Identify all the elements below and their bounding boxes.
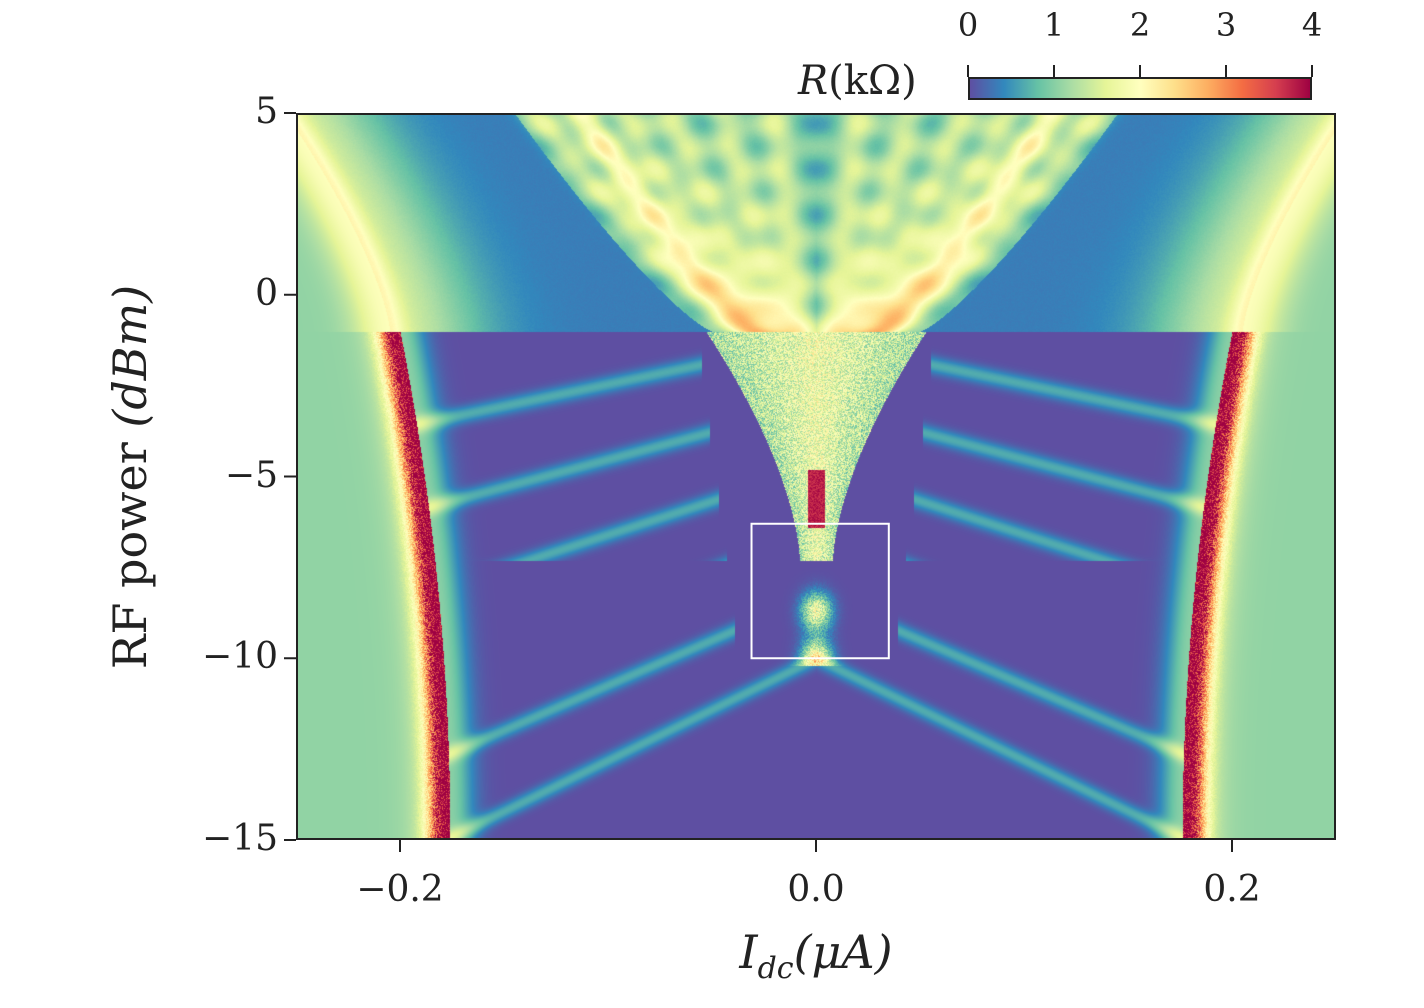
y-axis-label: RF power (dBm) bbox=[103, 285, 157, 669]
y-axis-label-main: RF power bbox=[103, 442, 157, 670]
x-axis-label-main: I bbox=[739, 925, 758, 979]
x-axis-label-sub: dc bbox=[757, 951, 794, 987]
x-tick-label: 0.2 bbox=[1203, 869, 1261, 910]
colorbar-tick-label: 0 bbox=[957, 6, 979, 44]
y-tick-label: 5 bbox=[255, 91, 278, 132]
colorbar-tick-label: 2 bbox=[1129, 6, 1151, 44]
colorbar-tick-label: 1 bbox=[1043, 6, 1065, 44]
colorbar bbox=[968, 77, 1312, 100]
y-tick-label: −5 bbox=[224, 454, 278, 496]
colorbar-label-unit: (kΩ) bbox=[828, 58, 917, 104]
highlight-box bbox=[750, 522, 890, 660]
x-axis-label-unit: (μA) bbox=[793, 925, 893, 979]
colorbar-tick-label: 4 bbox=[1301, 6, 1323, 44]
x-tick-label: 0.0 bbox=[787, 869, 845, 910]
x-tick-label: −0.2 bbox=[356, 869, 444, 910]
plot-frame bbox=[296, 113, 1336, 840]
y-tick-label: 0 bbox=[255, 272, 278, 314]
heatmap-image bbox=[296, 113, 1336, 840]
colorbar-tick-label: 3 bbox=[1215, 6, 1237, 44]
y-tick-label: −10 bbox=[202, 636, 278, 678]
colorbar-label-main: R bbox=[798, 58, 829, 104]
y-tick-label: −15 bbox=[202, 818, 278, 859]
y-axis-label-unit: (dBm) bbox=[103, 284, 157, 428]
colorbar-label: R(kΩ) bbox=[798, 58, 917, 104]
x-axis-label: Idc(μA) bbox=[739, 925, 892, 986]
